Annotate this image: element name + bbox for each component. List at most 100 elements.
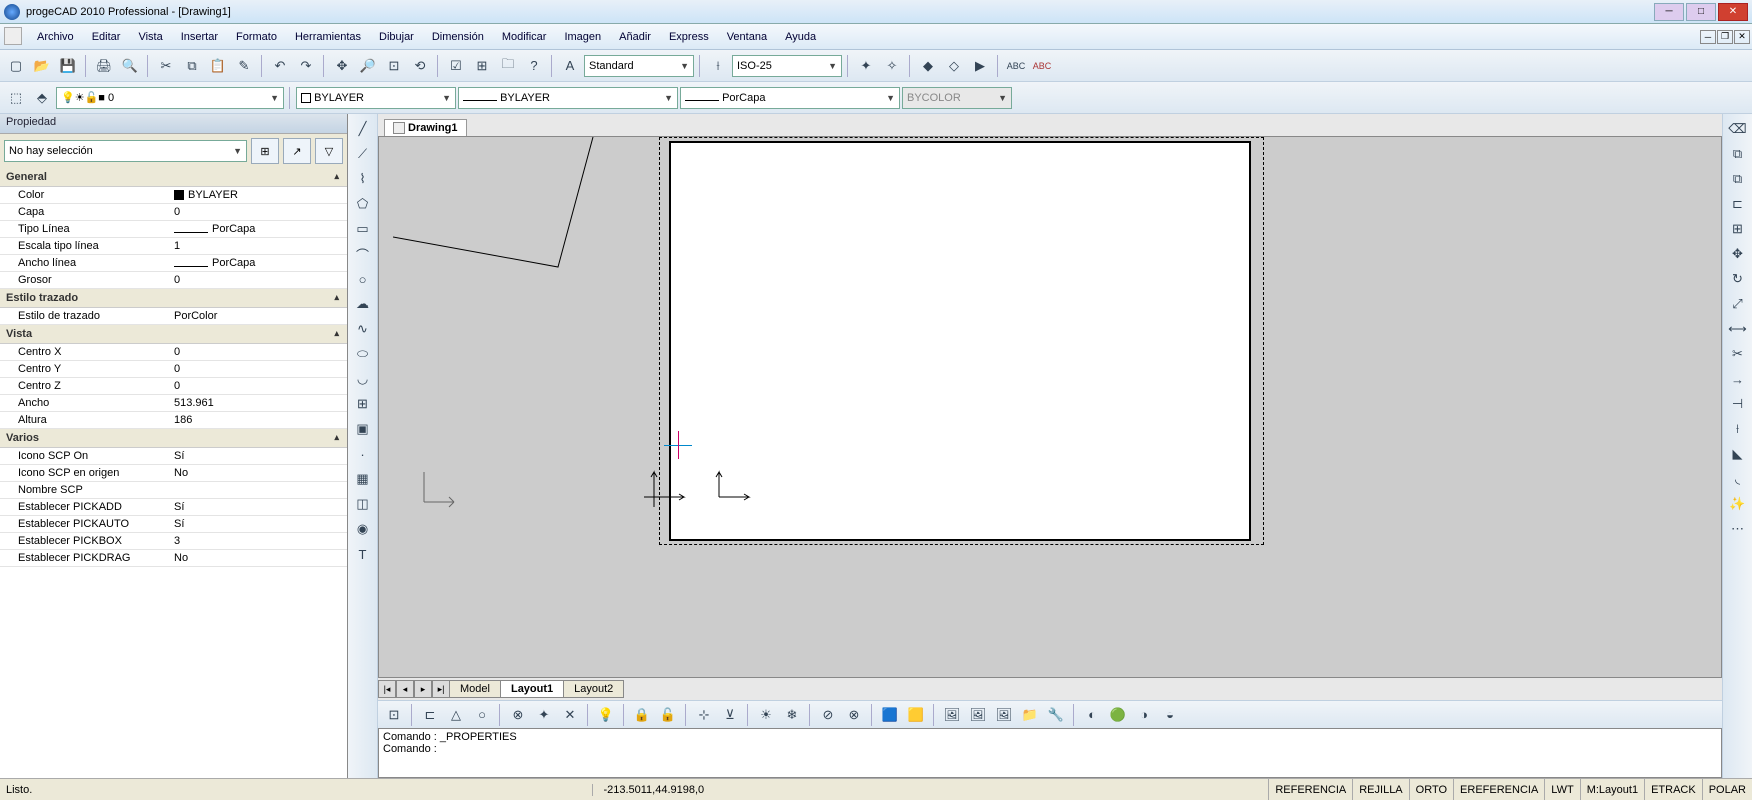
- polygon-icon[interactable]: ⬠: [352, 193, 374, 215]
- app-icon2[interactable]: ⊻: [718, 703, 742, 727]
- filter-icon[interactable]: ▽: [315, 138, 343, 164]
- menu-ventana[interactable]: Ventana: [718, 31, 776, 43]
- system-menu-icon[interactable]: [4, 27, 22, 45]
- c3-icon[interactable]: ◑: [1132, 703, 1156, 727]
- tan-icon[interactable]: 🔓: [656, 703, 680, 727]
- tab-last-button[interactable]: ▸|: [432, 680, 450, 698]
- snap4-icon[interactable]: ◇: [942, 54, 966, 78]
- ellarc-icon[interactable]: ◡: [352, 368, 374, 390]
- c1-icon[interactable]: ◐: [1080, 703, 1104, 727]
- non-icon[interactable]: ⊘: [816, 703, 840, 727]
- i5-icon[interactable]: 🔧: [1044, 703, 1068, 727]
- osnap-icon[interactable]: ⊡: [382, 703, 406, 727]
- undo-icon[interactable]: ↶: [268, 54, 292, 78]
- redo-icon[interactable]: ↷: [294, 54, 318, 78]
- pickobj-icon[interactable]: ↗: [283, 138, 311, 164]
- i1-icon[interactable]: 🖼: [940, 703, 964, 727]
- cat-varios[interactable]: Varios: [0, 429, 347, 448]
- ellipse-icon[interactable]: ⬭: [352, 343, 374, 365]
- tab-model[interactable]: Model: [449, 680, 501, 698]
- cut-icon[interactable]: ✂: [154, 54, 178, 78]
- selection-combo[interactable]: No hay selección▼: [4, 140, 247, 162]
- ins-icon[interactable]: 💡: [594, 703, 618, 727]
- off-icon[interactable]: ⊗: [842, 703, 866, 727]
- menu-archivo[interactable]: Archivo: [28, 31, 83, 43]
- copy-icon[interactable]: ⧉: [180, 54, 204, 78]
- snap2-icon[interactable]: ✧: [880, 54, 904, 78]
- mdi-close-button[interactable]: ✕: [1734, 30, 1750, 44]
- quickselect-icon[interactable]: ⊞: [251, 138, 279, 164]
- zoomprev-icon[interactable]: ⟲: [408, 54, 432, 78]
- point-icon[interactable]: ·: [352, 443, 374, 465]
- textstyle-icon[interactable]: A: [558, 54, 582, 78]
- copy2-icon[interactable]: ⧉: [1727, 143, 1749, 165]
- abc2-icon[interactable]: ABC: [1030, 54, 1054, 78]
- status-lwt[interactable]: LWT: [1544, 779, 1579, 800]
- print-icon[interactable]: 🖨: [92, 54, 116, 78]
- zoomwin-icon[interactable]: ⊡: [382, 54, 406, 78]
- command-window[interactable]: Comando : _PROPERTIES Comando :: [378, 728, 1722, 778]
- mdi-min-button[interactable]: ─: [1700, 30, 1716, 44]
- array-icon[interactable]: ⊞: [1727, 218, 1749, 240]
- tab-next-button[interactable]: ▸: [414, 680, 432, 698]
- paste-icon[interactable]: 📋: [206, 54, 230, 78]
- chamfer-icon[interactable]: ◣: [1727, 443, 1749, 465]
- linetype-combo[interactable]: BYLAYER▼: [458, 87, 678, 109]
- close-button[interactable]: ✕: [1718, 3, 1748, 21]
- pan-icon[interactable]: ✥: [330, 54, 354, 78]
- nod-icon[interactable]: ⊗: [506, 703, 530, 727]
- props-icon[interactable]: ☑: [444, 54, 468, 78]
- layermgr-icon[interactable]: ⬚: [4, 86, 28, 110]
- status-mlay[interactable]: M:Layout1: [1580, 779, 1644, 800]
- snap3-icon[interactable]: ◆: [916, 54, 940, 78]
- extend-icon[interactable]: →: [1727, 368, 1749, 390]
- dimstyle-icon[interactable]: ⟊: [706, 54, 730, 78]
- c2-icon[interactable]: 🟢: [1106, 703, 1130, 727]
- fillet-icon[interactable]: ◟: [1727, 468, 1749, 490]
- explode-icon[interactable]: ✨: [1727, 493, 1749, 515]
- end-icon[interactable]: ⊏: [418, 703, 442, 727]
- break-icon[interactable]: ⊣: [1727, 393, 1749, 415]
- status-ref[interactable]: REFERENCIA: [1268, 779, 1352, 800]
- status-etrack[interactable]: ETRACK: [1644, 779, 1702, 800]
- cat-vista[interactable]: Vista: [0, 325, 347, 344]
- cat-estilo[interactable]: Estilo trazado: [0, 289, 347, 308]
- snap5-icon[interactable]: ▶: [968, 54, 992, 78]
- text-icon[interactable]: T: [352, 543, 374, 565]
- folder-icon[interactable]: 🗀: [496, 54, 520, 78]
- erase-icon[interactable]: ⌫: [1727, 118, 1749, 140]
- rect-icon[interactable]: ▭: [352, 218, 374, 240]
- g2-icon[interactable]: 🟨: [904, 703, 928, 727]
- mid-icon[interactable]: △: [444, 703, 468, 727]
- zoom-icon[interactable]: 🔎: [356, 54, 380, 78]
- menu-formato[interactable]: Formato: [227, 31, 286, 43]
- tab-prev-button[interactable]: ◂: [396, 680, 414, 698]
- preview-icon[interactable]: 🔍: [118, 54, 142, 78]
- mirror-icon[interactable]: ⧉: [1727, 168, 1749, 190]
- status-polar[interactable]: POLAR: [1702, 779, 1752, 800]
- textstyle-combo[interactable]: Standard▼: [584, 55, 694, 77]
- offset-icon[interactable]: ⊏: [1727, 193, 1749, 215]
- block-icon[interactable]: ▣: [352, 418, 374, 440]
- grad-icon[interactable]: ◫: [352, 493, 374, 515]
- spline-icon[interactable]: ∿: [352, 318, 374, 340]
- per-icon[interactable]: 🔒: [630, 703, 654, 727]
- status-grid[interactable]: REJILLA: [1352, 779, 1408, 800]
- join-icon[interactable]: ⟊: [1727, 418, 1749, 440]
- layerstate-icon[interactable]: ⬘: [30, 86, 54, 110]
- menu-ayuda[interactable]: Ayuda: [776, 31, 825, 43]
- abc-icon[interactable]: ABC: [1004, 54, 1028, 78]
- tab-first-button[interactable]: |◂: [378, 680, 396, 698]
- xline-icon[interactable]: ⟋: [352, 143, 374, 165]
- canvas[interactable]: [378, 136, 1722, 678]
- i3-icon[interactable]: 🖼: [992, 703, 1016, 727]
- i4-icon[interactable]: 📁: [1018, 703, 1042, 727]
- menu-editar[interactable]: Editar: [83, 31, 130, 43]
- int-icon[interactable]: ✕: [558, 703, 582, 727]
- line-icon[interactable]: ╱: [352, 118, 374, 140]
- g1-icon[interactable]: 🟦: [878, 703, 902, 727]
- rotate-icon[interactable]: ↻: [1727, 268, 1749, 290]
- qua-icon[interactable]: ✦: [532, 703, 556, 727]
- drawing-tab[interactable]: Drawing1: [384, 119, 467, 136]
- layer-combo[interactable]: 💡☀🔓■ 0▼: [56, 87, 284, 109]
